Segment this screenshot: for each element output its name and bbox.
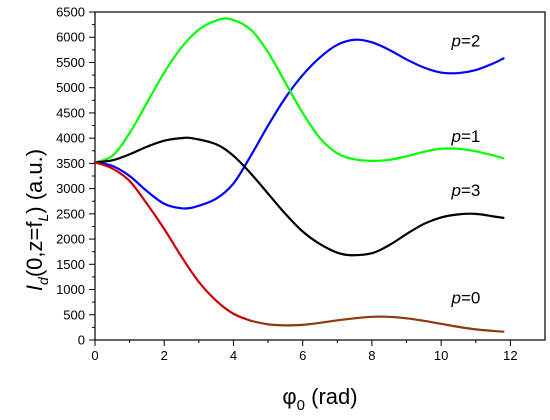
series-line-p2 <box>93 38 505 210</box>
series-line-p0-head <box>93 161 252 322</box>
series-label-p0: p=0 <box>451 289 481 308</box>
series-line-p0-tail <box>249 315 505 333</box>
y-axis-label-mid: (0,z=f <box>22 221 47 278</box>
x-tick-label-10: 10 <box>434 348 448 363</box>
y-tick-label-6000: 6000 <box>56 30 85 45</box>
series-label-p1: p=1 <box>451 127 481 146</box>
y-tick-label-1500: 1500 <box>56 257 85 272</box>
y-tick-label-6500: 6500 <box>56 5 85 20</box>
x-axis-label: φ0 (rad) <box>282 384 357 414</box>
y-tick-label-5000: 5000 <box>56 80 85 95</box>
x-tick-label-0: 0 <box>91 348 98 363</box>
svg-text:φ0 (rad): φ0 (rad) <box>282 384 357 414</box>
series-label-p2-p: p <box>451 31 461 50</box>
x-tick-label-2: 2 <box>161 348 168 363</box>
y-tick-label-2000: 2000 <box>56 232 85 247</box>
y-tick-label-5500: 5500 <box>56 55 85 70</box>
y-tick-label-4000: 4000 <box>56 131 85 146</box>
series-label-p2-value: =2 <box>461 31 480 50</box>
y-tick-label-4500: 4500 <box>56 105 85 120</box>
series-label-p0-p: p <box>451 289 461 308</box>
y-tick-label-500: 500 <box>63 307 85 322</box>
y-tick-label-0: 0 <box>78 333 85 348</box>
series-label-p1-value: =1 <box>461 127 480 146</box>
x-tick-label-4: 4 <box>230 348 237 363</box>
series-line-p1 <box>93 17 505 164</box>
y-tick-label-1000: 1000 <box>56 282 85 297</box>
series-line-p3 <box>93 136 505 257</box>
y-axis-label-sub-d: d <box>35 276 51 285</box>
series-label-p3: p=3 <box>451 181 481 200</box>
x-tick-label-12: 12 <box>503 348 517 363</box>
x-axis-label-unit: (rad) <box>305 384 358 409</box>
series-label-p0-value: =0 <box>461 289 480 308</box>
series-label-p3-p: p <box>451 181 461 200</box>
x-axis-label-phi: φ <box>282 384 296 409</box>
y-axis-label: Id(0,z=fL) (a.u.) <box>22 149 51 291</box>
x-axis-label-sub: 0 <box>297 397 305 414</box>
y-tick-label-3000: 3000 <box>56 181 85 196</box>
x-tick-label-6: 6 <box>299 348 306 363</box>
y-tick-label-2500: 2500 <box>56 206 85 221</box>
y-axis-label-sub-l: L <box>35 214 51 222</box>
x-tick-label-8: 8 <box>368 348 375 363</box>
svg-text:Id(0,z=fL) (a.u.): Id(0,z=fL) (a.u.) <box>22 149 51 291</box>
y-axis-label-i: I <box>22 285 47 291</box>
y-axis-label-end: ) (a.u.) <box>22 149 47 214</box>
series-label-p3-value: =3 <box>461 181 480 200</box>
y-tick-label-3500: 3500 <box>56 156 85 171</box>
series-label-p2: p=2 <box>451 31 481 50</box>
series-label-p1-p: p <box>451 127 461 146</box>
